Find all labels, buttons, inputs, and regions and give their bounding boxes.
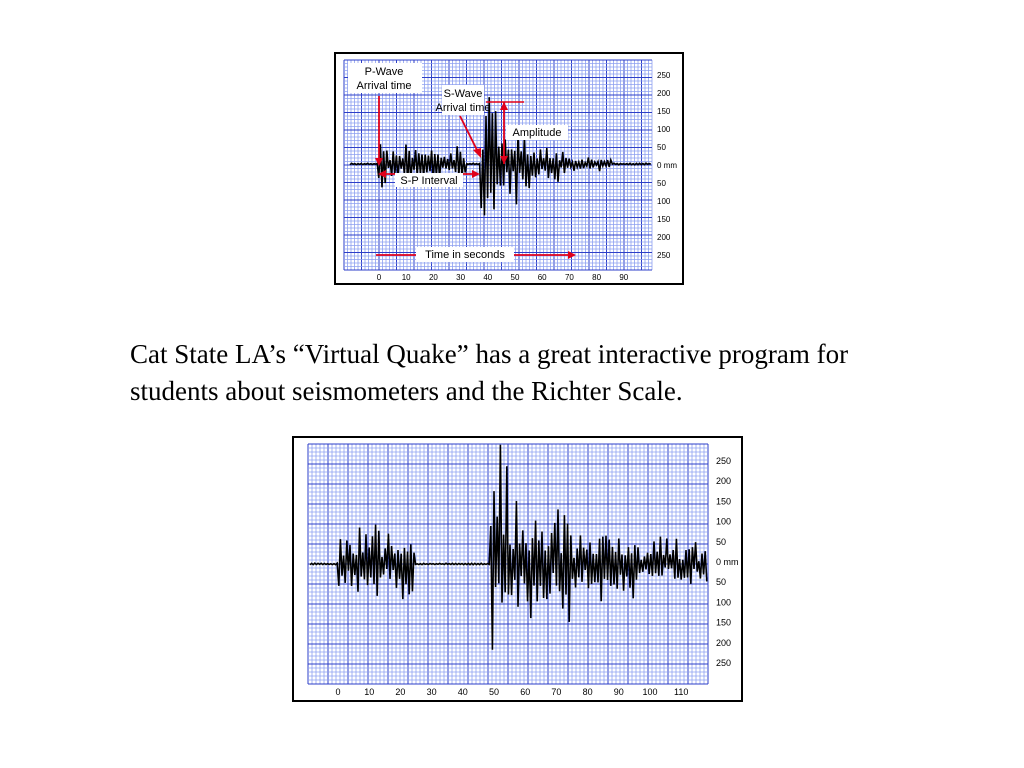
x-tick-label: 10 <box>364 687 374 697</box>
x-axis-ticks: 0 10 20 30 40 50 60 70 80 90 <box>377 273 629 282</box>
x-tick-label: 70 <box>551 687 561 697</box>
amplitude-annotation: Amplitude <box>486 101 568 164</box>
x-tick-label: 100 <box>642 687 657 697</box>
y-tick-label: 100 <box>716 517 731 527</box>
x-tick-label: 90 <box>614 687 624 697</box>
x-tick-label: 60 <box>538 273 547 282</box>
x-tick-label: 90 <box>619 273 628 282</box>
y-axis-ticks: 250 200 150 100 50 0 mm 50 100 150 200 250 <box>657 71 677 260</box>
s-wave-annotation: S-Wave Arrival time <box>435 85 491 158</box>
x-tick-label: 0 <box>335 687 340 697</box>
time-axis-arrowhead <box>568 251 576 259</box>
x-tick-label: 0 <box>377 273 382 282</box>
amplitude-label: Amplitude <box>513 127 562 139</box>
x-tick-label: 10 <box>402 273 411 282</box>
x-tick-label: 60 <box>520 687 530 697</box>
s-wave-arrowhead <box>473 148 481 158</box>
y-tick-label: 250 <box>657 71 671 80</box>
y-tick-label: 50 <box>716 577 726 587</box>
sp-interval-arrowhead-right <box>472 170 480 178</box>
sp-interval-arrowhead-left <box>378 170 386 178</box>
y-tick-label: 200 <box>716 638 731 648</box>
x-tick-label: 30 <box>427 687 437 697</box>
p-wave-annotation: P-Wave Arrival time <box>348 63 422 166</box>
amplitude-label-box <box>506 125 568 140</box>
s-wave-label-line1: S-Wave <box>444 88 483 100</box>
y-tick-label: 200 <box>657 233 671 242</box>
seismogram-trace <box>349 97 652 216</box>
x-axis-ticks: 0 10 20 30 40 50 60 70 80 90 100 110 <box>335 687 688 697</box>
x-tick-label: 20 <box>395 687 405 697</box>
y-tick-label: 250 <box>657 251 671 260</box>
y-axis-ticks: 250 200 150 100 50 0 mm 50 100 150 200 250 <box>716 456 739 668</box>
x-tick-label: 30 <box>456 273 465 282</box>
x-tick-label: 80 <box>583 687 593 697</box>
y-tick-label: 150 <box>657 215 671 224</box>
x-tick-label: 80 <box>592 273 601 282</box>
y-tick-label: 50 <box>716 537 726 547</box>
sp-interval-annotation: S-P Interval <box>378 170 480 187</box>
y-tick-label: 50 <box>657 143 666 152</box>
annotated-seismogram-figure: 250 200 150 100 50 0 mm 50 100 150 200 250 0 10 20 30… <box>334 52 684 285</box>
x-tick-label: 40 <box>483 273 492 282</box>
x-tick-label: 40 <box>458 687 468 697</box>
seismogram-trace <box>309 444 708 650</box>
y-tick-label: 100 <box>716 597 731 607</box>
s-wave-arrow <box>459 115 479 153</box>
slide-caption: Cat State LA’s “Virtual Quake” has a gre… <box>130 339 849 406</box>
amplitude-arrowhead-down <box>500 156 508 164</box>
y-tick-label: 200 <box>716 476 731 486</box>
y-tick-label: 50 <box>657 179 666 188</box>
s-wave-label-line2: Arrival time <box>435 102 490 114</box>
x-tick-label: 50 <box>511 273 520 282</box>
x-tick-label: 50 <box>489 687 499 697</box>
p-wave-arrowhead <box>375 158 383 166</box>
p-wave-label-line2: Arrival time <box>356 80 411 92</box>
y-tick-label: 100 <box>657 125 671 134</box>
plain-seismogram-figure: 250 200 150 100 50 0 mm 50 100 150 200 250 0 10 20 30… <box>292 436 743 702</box>
y-tick-label: 250 <box>716 658 731 668</box>
y-tick-label: 100 <box>657 197 671 206</box>
x-tick-label: 20 <box>429 273 438 282</box>
y-tick-label: 250 <box>716 456 731 466</box>
x-tick-label: 70 <box>565 273 574 282</box>
y-tick-label: 0 mm <box>716 557 739 567</box>
y-tick-label: 150 <box>657 107 671 116</box>
time-axis-annotation: Time in seconds <box>376 247 576 262</box>
y-tick-label: 150 <box>716 496 731 506</box>
y-tick-label: 0 mm <box>657 161 677 170</box>
x-tick-label: 110 <box>674 687 688 697</box>
time-axis-label-box <box>416 247 514 262</box>
sp-interval-label-box <box>395 173 463 187</box>
time-axis-label: Time in seconds <box>425 249 505 261</box>
plain-seismogram: 250 200 150 100 50 0 mm 50 100 150 200 250 0 10 20 30… <box>307 443 739 697</box>
sp-interval-label: S-P Interval <box>400 175 457 187</box>
annotated-seismogram: 250 200 150 100 50 0 mm 50 100 150 200 250 0 10 20 30… <box>343 59 677 282</box>
amplitude-arrowhead-up <box>500 102 508 110</box>
s-wave-label-box <box>442 85 484 115</box>
p-wave-label-line1: P-Wave <box>365 66 404 78</box>
p-wave-label-box <box>348 63 422 93</box>
y-tick-label: 200 <box>657 89 671 98</box>
y-tick-label: 150 <box>716 618 731 628</box>
